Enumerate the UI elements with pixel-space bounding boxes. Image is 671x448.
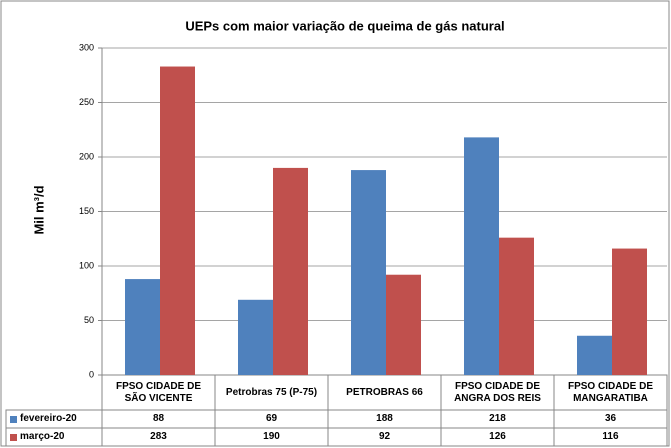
table-value: 188 [376,413,393,424]
y-tick-label: 50 [84,315,94,325]
chart-title: UEPs com maior variação de queima de gás… [185,18,504,33]
bar [464,137,499,375]
bar [125,279,160,375]
y-tick-label: 100 [79,260,94,270]
y-tick-label: 150 [79,206,94,216]
category-label: Petrobras 75 (P-75) [225,386,318,398]
legend-entry: março-20 [6,428,102,446]
y-axis-label: Mil m³/d [31,185,46,234]
bar [499,237,534,375]
table-value: 190 [263,431,280,442]
table-value: 92 [378,431,391,442]
legend-label: março-20 [20,431,65,442]
category-label: FPSO CIDADE DE MANGARATIBA [567,380,653,404]
category-label: FPSO CIDADE DE ANGRA DOS REIS [454,380,541,404]
table-value: 116 [602,431,619,442]
bar [273,167,308,375]
bar [577,335,612,375]
legend-swatch [10,415,17,423]
table-value: 36 [604,413,617,424]
y-tick-label: 200 [79,151,94,161]
bar [386,274,421,375]
table-value: 69 [265,413,278,424]
table-value: 283 [150,431,167,442]
bar [612,248,647,375]
table-value: 126 [489,431,506,442]
bar [160,66,195,375]
table-value: 218 [489,413,506,424]
legend-entry: fevereiro-20 [6,410,102,428]
table-value: 88 [152,413,165,424]
category-label: FPSO CIDADE DE SÃO VICENTE [115,380,201,404]
legend-label: fevereiro-20 [20,413,77,424]
y-tick-label: 300 [79,42,94,52]
bar [238,299,273,375]
y-tick-label: 0 [89,369,94,379]
bar [351,170,386,375]
y-tick-label: 250 [79,97,94,107]
category-label: PETROBRAS 66 [346,386,423,398]
legend-swatch [10,433,17,441]
